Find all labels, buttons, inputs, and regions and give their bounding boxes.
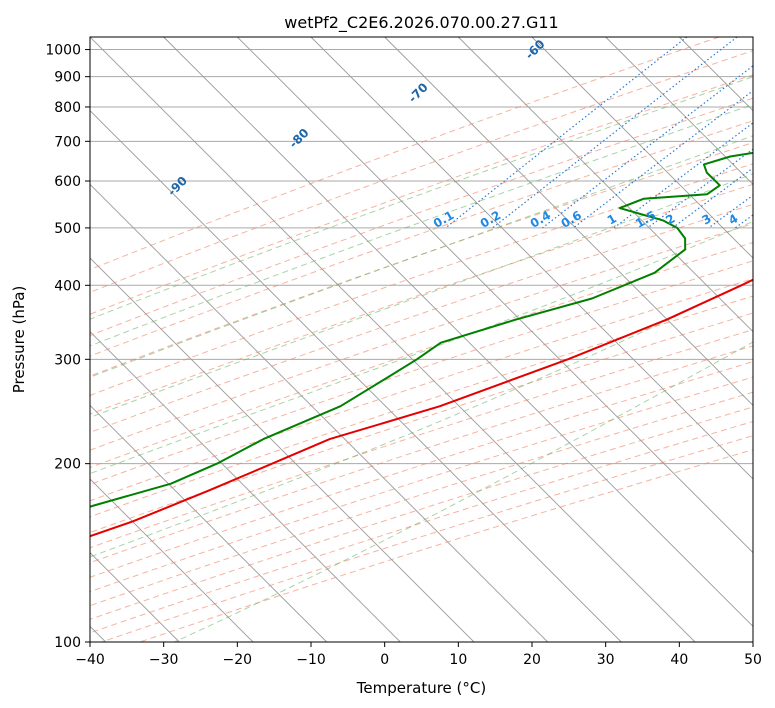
- x-tick-label: 40: [670, 652, 688, 668]
- dewpoint-profile: [90, 151, 753, 508]
- data-series: [90, 151, 753, 538]
- y-axis-label: Pressure (hPa): [10, 286, 28, 394]
- mixing-ratio-line: [492, 37, 738, 229]
- dry-adiabat-line: [90, 50, 753, 293]
- y-tick-label: 700: [54, 134, 81, 150]
- isotherm-line: [310, 37, 753, 480]
- dry-adiabat-line: [90, 329, 753, 549]
- dry-adiabat-line: [90, 223, 753, 451]
- y-tick-label: 400: [54, 278, 81, 294]
- temperature-profile: [90, 278, 753, 538]
- moist-adiabat-line: [90, 173, 753, 418]
- dry-adiabat-line: [90, 120, 753, 357]
- isotherm-line: [90, 110, 622, 642]
- dry-adiabat-line: [90, 183, 753, 415]
- x-axis-label: Temperature (°C): [356, 679, 486, 697]
- dry-adiabat-line: [90, 312, 753, 534]
- chart-title: wetPf2_C2E6.2026.070.00.27.G11: [284, 13, 558, 33]
- background-lines: [90, 37, 753, 642]
- dry-adiabat-line: [90, 142, 753, 377]
- moist-adiabat-line: [90, 278, 753, 558]
- x-tick-label: −30: [149, 652, 179, 668]
- isotherm-line: [90, 37, 696, 642]
- dry-adiabat-line: [90, 97, 753, 337]
- mixing-ratio-line: [542, 65, 753, 229]
- dry-adiabat-line: [90, 74, 753, 315]
- x-tick-label: 50: [744, 652, 762, 668]
- x-tick-label: 30: [597, 652, 615, 668]
- x-tick-label: −10: [296, 652, 326, 668]
- x-tick-label: 20: [523, 652, 541, 668]
- isotherm-line: [605, 37, 753, 185]
- plot-background: [90, 37, 753, 642]
- mixing-ratio-line: [672, 167, 753, 229]
- axes: −40 −30 −20 −10 0 10 20 30 40 50 100 200 300 400 500 60…: [45, 43, 762, 668]
- isotherm-line: [163, 37, 753, 627]
- dry-adiabat-line: [90, 278, 753, 502]
- y-tick-label: 900: [54, 70, 81, 86]
- y-tick-label: 500: [54, 221, 81, 237]
- isotherm-line: [458, 37, 753, 333]
- isotherm-line: [384, 37, 753, 406]
- isotherm-line: [90, 183, 548, 642]
- isotherm-line: [90, 257, 475, 642]
- dry-adiabat-line: [90, 361, 753, 578]
- y-tick-label: 800: [54, 100, 81, 116]
- x-tick-label: −40: [75, 652, 105, 668]
- x-tick-label: 0: [380, 652, 389, 668]
- isotherm-line: [531, 37, 753, 259]
- isotherm-line: [90, 404, 327, 642]
- plot-frame: [89, 36, 754, 643]
- y-tick-label: 1000: [45, 43, 81, 59]
- dry-adiabat-line: [90, 163, 753, 396]
- dry-adiabat-line: [90, 391, 753, 607]
- dry-adiabat-line: [90, 260, 753, 485]
- isotherm-line: [90, 331, 401, 642]
- x-tick-label: 10: [449, 652, 467, 668]
- y-tick-label: 200: [54, 457, 81, 473]
- y-tick-label: 600: [54, 174, 81, 190]
- isotherm-line: [237, 37, 753, 554]
- x-tick-label: −20: [223, 652, 253, 668]
- y-tick-label: 300: [54, 352, 81, 368]
- moist-adiabat-line: [90, 76, 753, 320]
- mixing-ratio-line: [572, 89, 753, 229]
- y-tick-label: 100: [54, 635, 81, 651]
